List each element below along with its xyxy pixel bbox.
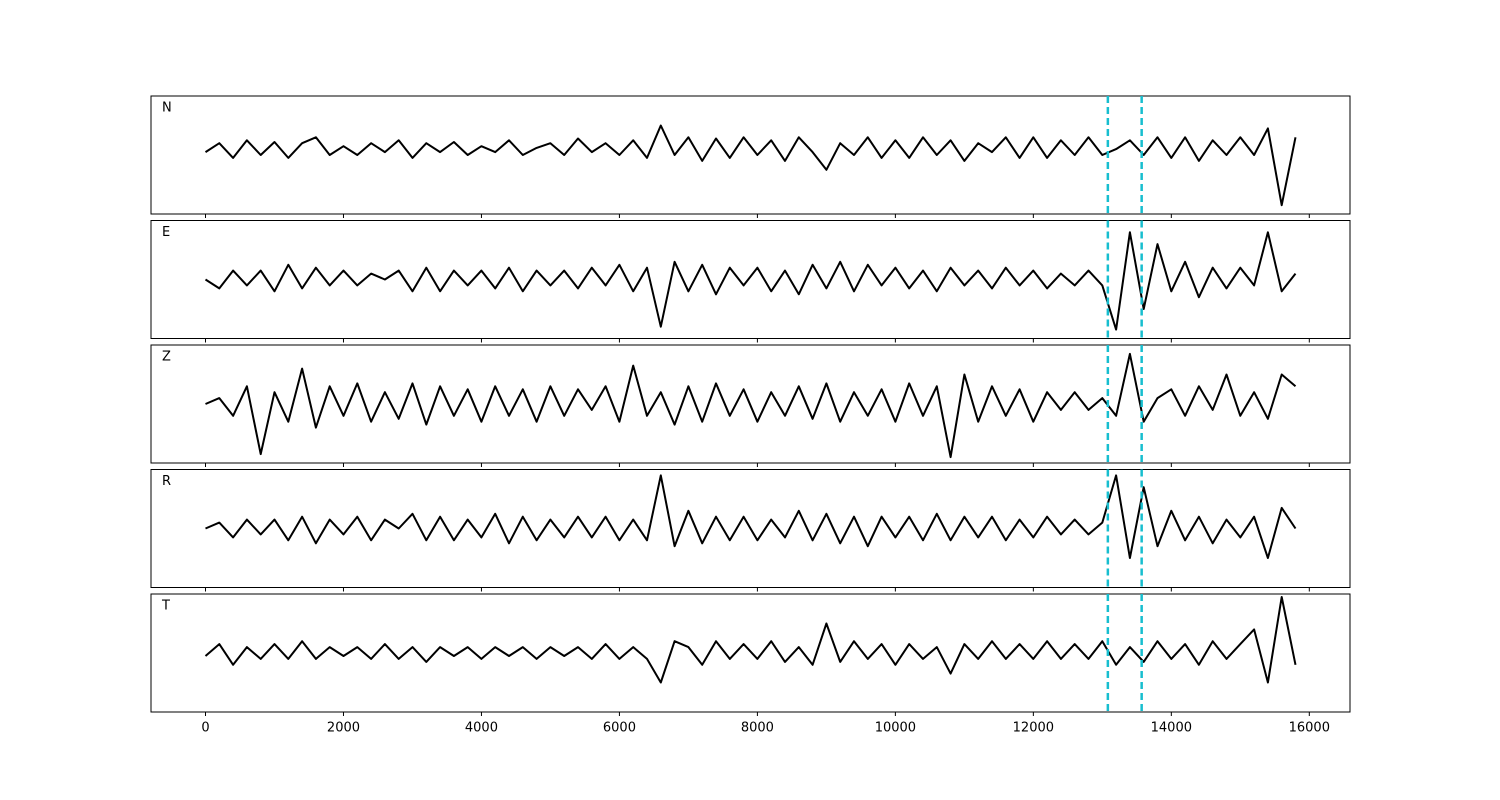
panel-frame — [150, 469, 1351, 588]
x-tick-label: 12000 — [1013, 721, 1054, 736]
x-tick-label: 10000 — [875, 721, 916, 736]
panel-label: T — [161, 599, 170, 614]
x-tick-label: 8000 — [741, 721, 774, 736]
trace — [204, 231, 1297, 331]
trace — [204, 596, 1297, 684]
panel-frame — [150, 220, 1351, 339]
panel-frame — [150, 344, 1351, 464]
panel-label: E — [162, 225, 170, 240]
panel-label: N — [162, 101, 172, 116]
panel-frame — [150, 593, 1351, 713]
trace — [204, 124, 1297, 207]
x-tick-label: 0 — [201, 721, 209, 736]
panel-frame — [150, 95, 1351, 215]
panel-label: R — [162, 474, 171, 489]
x-tick-label: 4000 — [465, 721, 498, 736]
x-tick-label: 2000 — [327, 721, 360, 736]
x-tick-label: 16000 — [1289, 721, 1330, 736]
trace — [205, 352, 1297, 459]
trace — [205, 474, 1297, 559]
panel-label: Z — [162, 350, 171, 365]
x-tick-label: 14000 — [1151, 721, 1192, 736]
x-tick-label: 6000 — [603, 721, 636, 736]
